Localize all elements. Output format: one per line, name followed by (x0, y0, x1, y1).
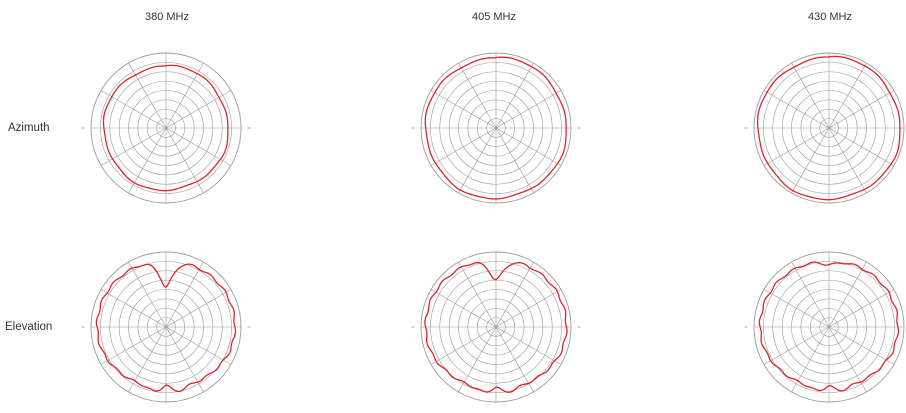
grid-spoke-azimuth-405mhz (458, 127, 497, 194)
grid-spoke-azimuth-405mhz (430, 127, 497, 166)
grid-spoke-elevation-405mhz (430, 289, 497, 328)
grid-spoke-elevation-430mhz (828, 326, 867, 393)
column-title-405: 405 MHz (471, 11, 517, 23)
grid-spoke-azimuth-405mhz (495, 90, 562, 129)
grid-spoke-azimuth-430mhz (791, 62, 830, 129)
grid-spoke-azimuth-430mhz (763, 90, 830, 129)
grid-spoke-elevation-380mhz (165, 261, 204, 328)
pattern-curve-azimuth-405mhz (424, 56, 567, 200)
grid-spoke-azimuth-380mhz (128, 127, 167, 194)
grid-spoke-elevation-380mhz (165, 289, 232, 328)
grid-spoke-elevation-380mhz (100, 289, 167, 328)
grid-spoke-azimuth-380mhz (165, 90, 232, 129)
grid-spoke-azimuth-430mhz (763, 127, 830, 166)
grid-spoke-azimuth-380mhz (165, 62, 204, 129)
grid-spoke-azimuth-405mhz (495, 62, 534, 129)
grid-spoke-elevation-430mhz (828, 289, 895, 328)
grid-spoke-azimuth-430mhz (828, 90, 895, 129)
grid-spoke-azimuth-430mhz (791, 127, 830, 194)
row-label-azimuth: Azimuth (8, 122, 50, 134)
grid-spoke-azimuth-430mhz (828, 127, 895, 166)
grid-spoke-azimuth-380mhz (100, 127, 167, 166)
pattern-curve-azimuth-380mhz (102, 64, 229, 192)
grid-spoke-elevation-430mhz (791, 326, 830, 393)
grid-spoke-elevation-430mhz (763, 326, 830, 365)
grid-spoke-elevation-405mhz (430, 326, 497, 365)
grid-spoke-elevation-405mhz (495, 261, 534, 328)
grid-spoke-elevation-405mhz (458, 326, 497, 393)
grid-spoke-elevation-430mhz (828, 326, 895, 365)
grid-spoke-elevation-380mhz (165, 326, 204, 393)
grid-spoke-azimuth-405mhz (430, 90, 497, 129)
grid-spoke-azimuth-430mhz (828, 62, 867, 129)
grid-spoke-elevation-380mhz (165, 326, 232, 365)
grid-spoke-elevation-380mhz (128, 261, 167, 328)
column-title-380: 380 MHz (144, 11, 190, 23)
column-title-430: 430 MHz (807, 11, 853, 23)
row-label-elevation: Elevation (5, 321, 53, 333)
grid-spoke-azimuth-405mhz (458, 62, 497, 129)
pattern-curve-elevation-380mhz (95, 263, 237, 393)
grid-spoke-azimuth-430mhz (828, 127, 867, 194)
pattern-curve-elevation-430mhz (758, 261, 900, 392)
grid-spoke-elevation-405mhz (495, 289, 562, 328)
grid-spoke-azimuth-405mhz (495, 127, 534, 194)
grid-spoke-elevation-405mhz (458, 261, 497, 328)
grid-spoke-elevation-405mhz (495, 326, 534, 393)
grid-spoke-azimuth-380mhz (100, 90, 167, 129)
pattern-curve-elevation-405mhz (424, 261, 568, 393)
pattern-curve-azimuth-430mhz (756, 55, 901, 201)
grid-spoke-azimuth-380mhz (165, 127, 232, 166)
grid-spoke-elevation-380mhz (128, 326, 167, 393)
grid-spoke-elevation-430mhz (763, 289, 830, 328)
grid-spoke-elevation-405mhz (495, 326, 562, 365)
grid-spoke-elevation-430mhz (791, 261, 830, 328)
grid-spoke-elevation-430mhz (828, 261, 867, 328)
grid-spoke-elevation-380mhz (100, 326, 167, 365)
grid-spoke-azimuth-405mhz (495, 127, 562, 166)
grid-spoke-azimuth-380mhz (128, 62, 167, 129)
grid-spoke-azimuth-380mhz (165, 127, 204, 194)
